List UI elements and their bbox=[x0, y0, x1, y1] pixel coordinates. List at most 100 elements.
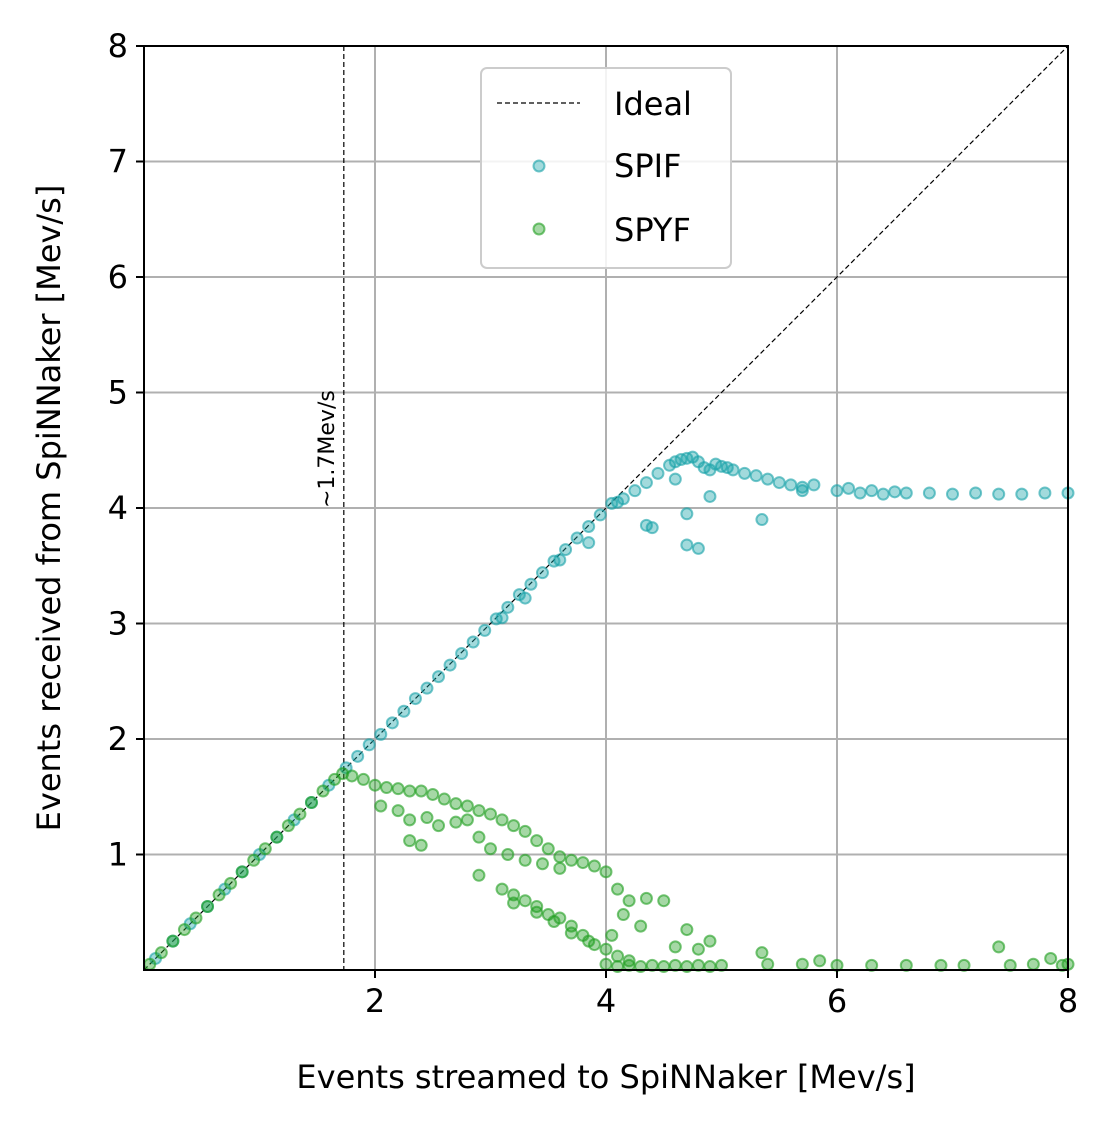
legend-box bbox=[480, 67, 732, 269]
spyf-point bbox=[795, 957, 809, 971]
spif-point bbox=[668, 472, 682, 486]
spif-point bbox=[570, 531, 584, 545]
spif-point bbox=[969, 486, 983, 500]
axis-ticks: 2 4 6 8 1 2 3 4 5 6 7 8 bbox=[108, 27, 1079, 1020]
spyf-point bbox=[495, 882, 509, 896]
spyf-point bbox=[484, 807, 497, 821]
spyf-point bbox=[460, 799, 474, 813]
y-tick-label: 1 bbox=[108, 836, 128, 874]
spif-point bbox=[582, 536, 596, 550]
spif-point bbox=[385, 716, 399, 730]
spyf-point bbox=[166, 934, 180, 948]
spyf-point bbox=[992, 940, 1006, 954]
spyf-point bbox=[316, 784, 330, 798]
spif-point bbox=[992, 487, 1006, 501]
spif-point bbox=[478, 623, 492, 637]
spyf-point bbox=[564, 926, 578, 940]
spyf-point bbox=[426, 787, 440, 801]
spyf-point bbox=[270, 830, 284, 844]
spyf-point bbox=[380, 781, 394, 795]
spyf-point bbox=[1044, 951, 1058, 965]
legend-spyf-swatch bbox=[532, 222, 546, 236]
y-tick-label: 6 bbox=[108, 258, 128, 296]
spyf-point bbox=[507, 819, 521, 833]
spif-point bbox=[946, 487, 959, 501]
spyf-point bbox=[374, 799, 388, 813]
spyf-point bbox=[403, 784, 417, 798]
spif-point bbox=[559, 543, 573, 557]
spyf-point bbox=[449, 797, 463, 811]
spif-point bbox=[1038, 486, 1052, 500]
spyf-point bbox=[657, 894, 671, 908]
spif-point bbox=[593, 508, 607, 522]
spyf-point bbox=[530, 834, 544, 848]
spyf-point bbox=[541, 842, 555, 856]
spyf-point bbox=[605, 928, 619, 942]
spif-point bbox=[535, 566, 549, 580]
spyf-point bbox=[336, 767, 350, 781]
y-tick-label: 4 bbox=[108, 489, 128, 527]
spyf-point bbox=[639, 891, 653, 905]
spyf-point bbox=[599, 957, 613, 971]
spif-point bbox=[645, 521, 659, 535]
spyf-point bbox=[449, 815, 463, 829]
spif-point bbox=[408, 692, 422, 706]
spyf-point bbox=[224, 876, 238, 890]
spyf-point bbox=[154, 946, 168, 960]
spyf-point bbox=[599, 942, 613, 956]
spyf-point bbox=[535, 857, 549, 871]
y-tick-label: 3 bbox=[108, 605, 128, 643]
spyf-point bbox=[432, 819, 446, 833]
spyf-point bbox=[616, 908, 630, 922]
spif-point bbox=[761, 472, 775, 486]
spif-point bbox=[899, 486, 913, 500]
spyf-point bbox=[813, 954, 827, 968]
x-axis-title: Events streamed to SpiNNaker [Mev/s] bbox=[296, 1058, 915, 1096]
series-spyf bbox=[143, 767, 1075, 974]
spyf-point bbox=[258, 842, 272, 856]
spyf-point bbox=[420, 811, 434, 825]
spyf-point bbox=[599, 865, 613, 879]
spif-point bbox=[755, 513, 769, 527]
spyf-point bbox=[293, 807, 307, 821]
x-tick-label: 8 bbox=[1058, 982, 1078, 1020]
x-tick-label: 4 bbox=[596, 982, 616, 1020]
spyf-point bbox=[201, 899, 215, 913]
spyf-point bbox=[755, 946, 769, 960]
spyf-point bbox=[553, 850, 567, 864]
spif-point bbox=[443, 658, 457, 672]
spyf-point bbox=[437, 792, 451, 806]
spif-point bbox=[772, 476, 786, 490]
spyf-point bbox=[460, 813, 474, 827]
spif-point bbox=[639, 476, 653, 490]
spif-point bbox=[680, 507, 694, 521]
spyf-point bbox=[761, 957, 775, 971]
spyf-point bbox=[414, 784, 428, 798]
y-tick-label: 5 bbox=[108, 374, 128, 412]
spif-point bbox=[807, 478, 821, 492]
spyf-point bbox=[501, 848, 515, 861]
spyf-point bbox=[518, 824, 532, 838]
spif-point bbox=[628, 484, 642, 498]
legend-spyf-label: SPYF bbox=[614, 211, 691, 249]
spyf-point bbox=[484, 842, 497, 856]
annotation-layer: ~1.7Mev/s bbox=[315, 46, 345, 970]
spif-point bbox=[784, 478, 798, 492]
spyf-point bbox=[177, 923, 191, 937]
spif-point bbox=[616, 492, 630, 506]
y-tick-label: 7 bbox=[108, 143, 128, 181]
spyf-point bbox=[553, 861, 567, 875]
series-spif bbox=[149, 450, 1075, 965]
x-tick-label: 6 bbox=[827, 982, 847, 1020]
spyf-point bbox=[634, 919, 648, 933]
spif-point bbox=[455, 647, 469, 661]
spif-point bbox=[501, 600, 515, 614]
spyf-point bbox=[368, 778, 382, 792]
spif-point bbox=[420, 681, 434, 695]
spyf-point bbox=[576, 856, 590, 870]
spif-point bbox=[466, 635, 480, 649]
spyf-point bbox=[391, 804, 405, 818]
x-tick-label: 2 bbox=[365, 982, 385, 1020]
spif-point bbox=[922, 486, 936, 500]
